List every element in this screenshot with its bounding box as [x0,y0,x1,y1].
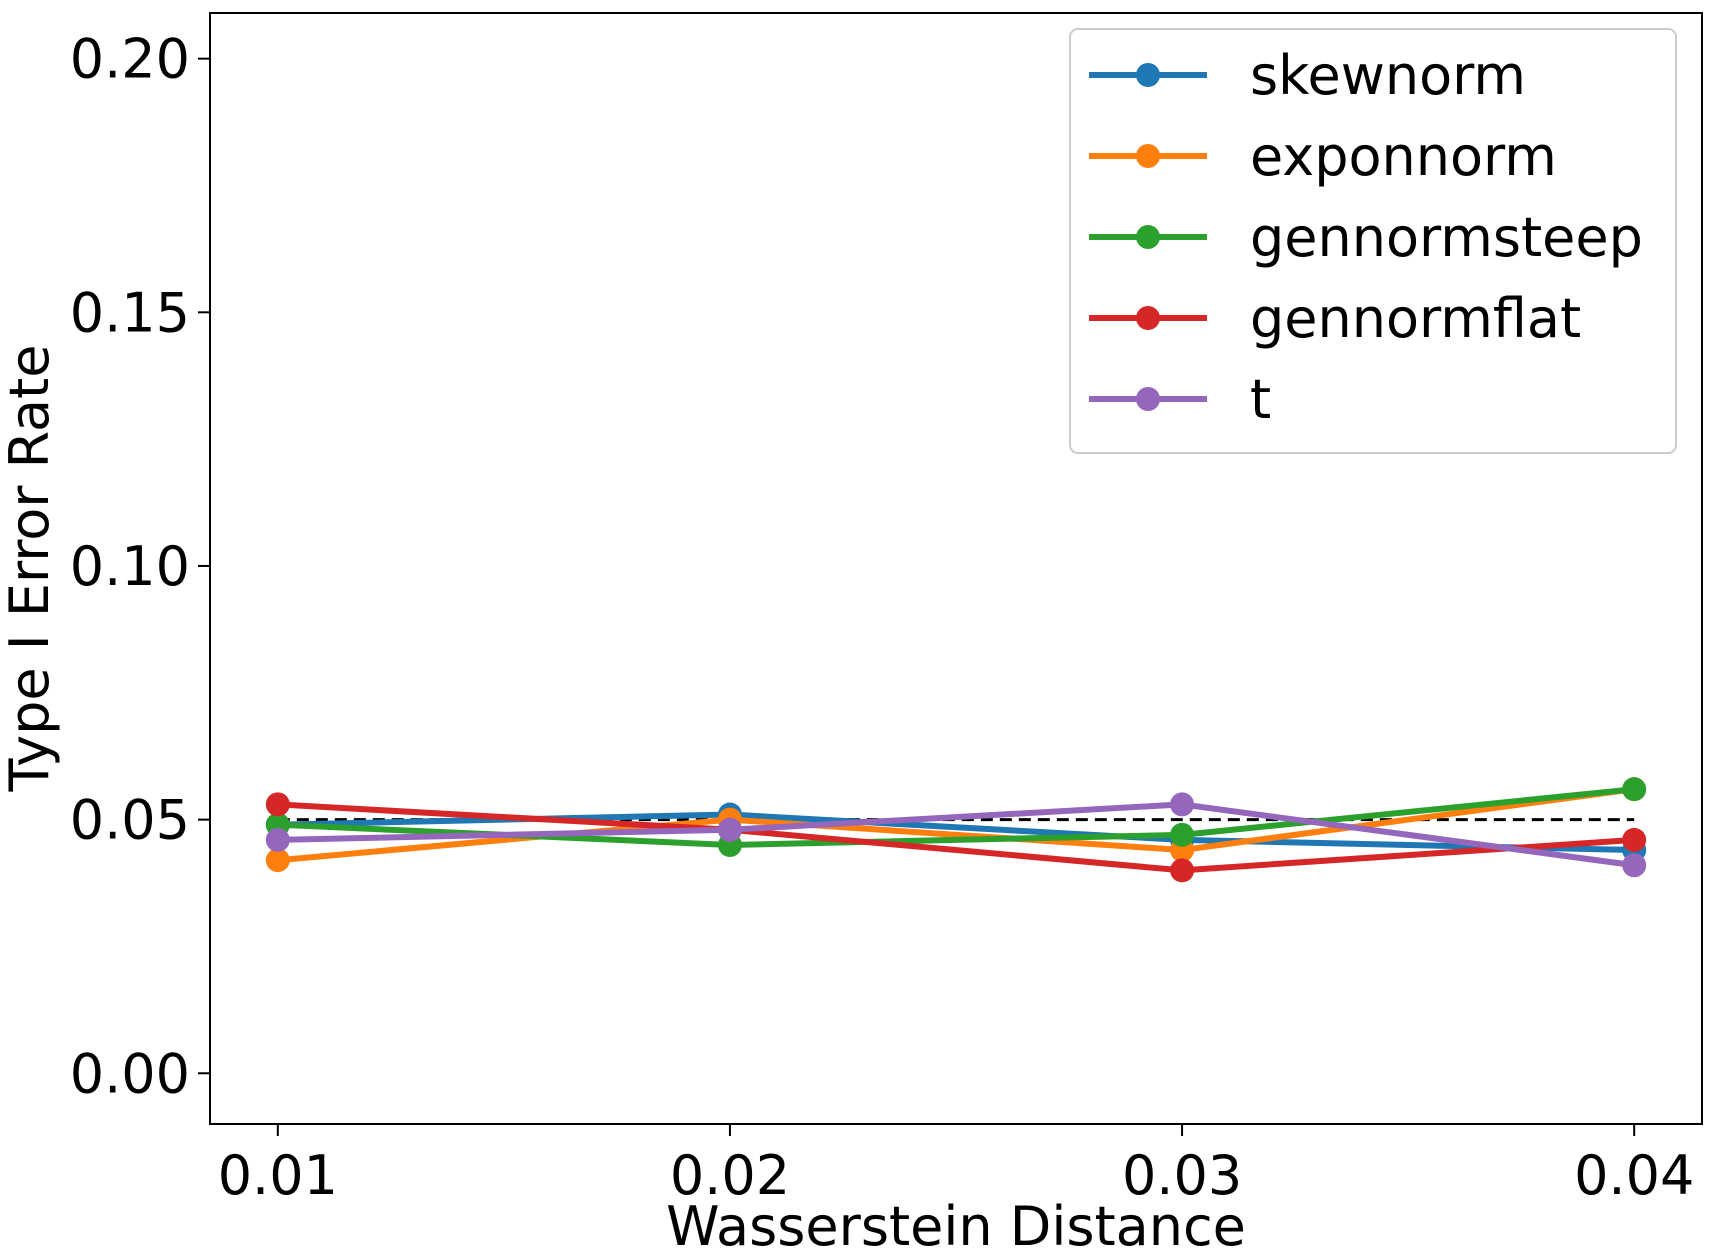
legend-label: exponnorm [1250,125,1557,188]
legend-label: gennormflat [1250,287,1581,350]
data-point [265,848,290,873]
legend-item: gennormflat [1089,287,1581,350]
series-line [277,801,1635,869]
legend: skewnorm exponnorm gennormsteep gennormflat… [1069,28,1677,454]
legend-marker [1136,306,1160,330]
x-axis-label: Wasserstein Distance [666,1195,1246,1255]
data-point [1170,858,1195,883]
series-line [277,801,1635,874]
data-point [1170,792,1195,817]
x-tick-label: 0.02 [670,1144,790,1207]
legend-label: gennormsteep [1250,206,1643,269]
x-axis: 0.01 0.02 0.03 0.04 [218,1124,1694,1207]
x-tick-label: 0.03 [1122,1144,1242,1207]
y-tick-label: 0.20 [70,28,190,91]
legend-marker [1136,144,1160,168]
series-layer [265,777,1647,883]
y-tick-label: 0.15 [70,281,190,344]
series-line [277,786,1635,864]
y-axis-label: Type I Error Rate [0,345,61,793]
legend-marker [1136,387,1160,411]
data-point [1622,827,1647,852]
x-tick-label: 0.04 [1574,1144,1694,1207]
legend-item: skewnorm [1089,44,1526,107]
legend-label: t [1250,368,1271,431]
data-point [1170,822,1195,847]
legend-item: gennormsteep [1089,206,1643,269]
data-point [1622,853,1647,878]
series-t [265,792,1647,878]
legend-box [1069,28,1677,454]
legend-marker [1136,63,1160,87]
y-axis: 0.00 0.05 0.10 0.15 0.20 [70,28,210,1105]
y-tick-label: 0.00 [70,1042,190,1105]
plot-frame [209,12,1703,1125]
legend-marker [1136,225,1160,249]
data-point [1622,777,1647,802]
y-tick-label: 0.10 [70,535,190,598]
data-point [717,817,742,842]
x-tick-label: 0.01 [218,1144,338,1207]
legend-item: t [1089,368,1271,431]
data-point [265,827,290,852]
legend-label: skewnorm [1250,44,1526,107]
legend-item: exponnorm [1089,125,1557,188]
data-point [265,792,290,817]
y-tick-label: 0.05 [70,789,190,852]
